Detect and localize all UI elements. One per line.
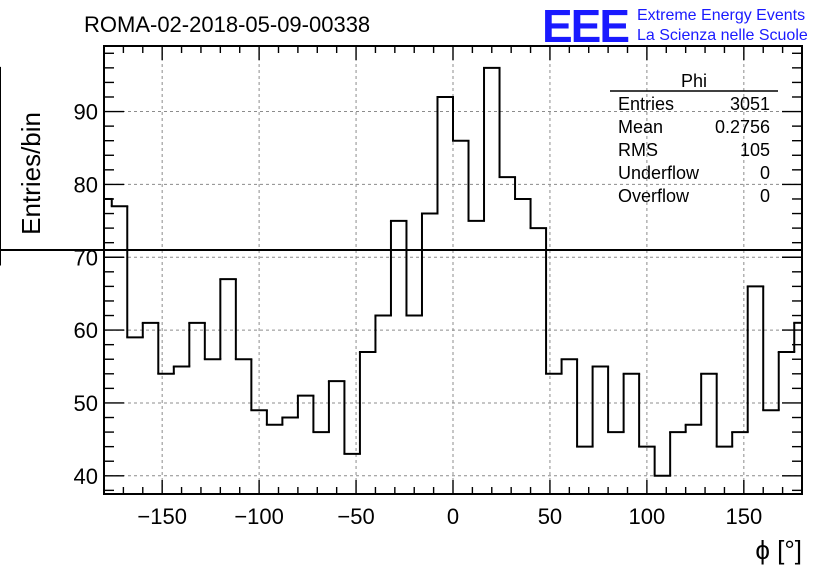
tick-labels: −150 −100 −50 0 50 100 150 40 50 60 70 80 90 — [74, 100, 763, 529]
axis-ticks — [103, 46, 803, 494]
stats-title: Phi — [681, 71, 707, 91]
eee-logo: EEE Extreme Energy Events La Scienza nel… — [542, 0, 808, 52]
eee-logo-mark: EEE — [542, 0, 628, 52]
stats-row-value: 0.2756 — [715, 117, 770, 137]
stats-row-label: Overflow — [618, 186, 690, 206]
stats-rows: Entries 3051 Mean 0.2756 RMS 105 Underflow 0 Ove… — [618, 94, 770, 206]
stats-row-label: RMS — [618, 140, 658, 160]
y-tick-label: 60 — [74, 318, 98, 343]
logo-line-2: La Scienza nelle Scuole — [637, 27, 808, 44]
stats-row-value: 0 — [760, 186, 770, 206]
x-axis-title: ϕ [°] — [755, 535, 802, 565]
stats-row-label: Underflow — [618, 163, 700, 183]
x-tick-label: −150 — [137, 504, 187, 529]
stats-row-value: 105 — [740, 140, 770, 160]
stats-box: Phi Entries 3051 Mean 0.2756 RMS 105 Underflow… — [610, 71, 778, 206]
x-tick-label: 0 — [447, 504, 459, 529]
stats-row-value: 3051 — [730, 94, 770, 114]
y-tick-label: 50 — [74, 391, 98, 416]
x-tick-label: 50 — [538, 504, 562, 529]
logo-line-1: Extreme Energy Events — [637, 7, 805, 24]
x-tick-label: −50 — [337, 504, 374, 529]
y-tick-label: 90 — [74, 100, 98, 125]
y-tick-label: 70 — [74, 245, 98, 270]
y-tick-label: 40 — [74, 464, 98, 489]
stats-row-value: 0 — [760, 163, 770, 183]
histogram-series — [0, 66, 803, 477]
x-tick-label: 100 — [629, 504, 666, 529]
stats-row-label: Mean — [618, 117, 663, 137]
chart-title: ROMA-02-2018-05-09-00338 — [84, 12, 370, 37]
y-tick-label: 80 — [74, 172, 98, 197]
stats-row-label: Entries — [618, 94, 674, 114]
x-tick-label: −100 — [234, 504, 284, 529]
x-tick-label: 150 — [725, 504, 762, 529]
y-axis-title: Entries/bin — [16, 112, 46, 235]
